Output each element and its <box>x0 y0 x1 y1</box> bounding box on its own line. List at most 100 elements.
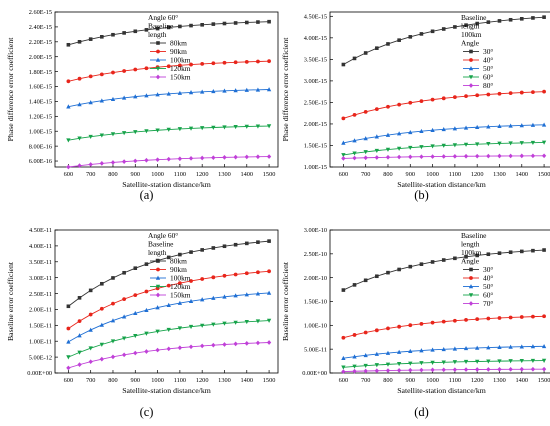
data-point <box>375 274 379 279</box>
chart-panel-d: 600 700 800 900 1000 1100 1200 1300 1400 1500 0.00… <box>281 227 550 419</box>
data-point <box>177 345 183 351</box>
data-point <box>508 141 513 146</box>
data-point <box>166 25 171 30</box>
legend-label: 100km <box>170 56 191 65</box>
data-point <box>396 154 402 160</box>
data-point <box>386 270 390 275</box>
legend-label: 150km <box>170 291 191 300</box>
legend-marker <box>155 292 161 298</box>
data-point <box>188 344 194 350</box>
data-point <box>77 102 82 107</box>
data-point <box>110 132 116 137</box>
data-point <box>519 359 524 364</box>
data-point <box>352 283 357 287</box>
data-point <box>166 91 171 96</box>
x-axis-label: Satellite-station distance/km <box>397 386 486 395</box>
data-point <box>385 132 391 137</box>
data-point <box>408 361 413 366</box>
data-point <box>408 323 413 328</box>
data-point <box>397 38 401 42</box>
data-point <box>385 147 391 152</box>
data-point <box>144 93 149 98</box>
data-point <box>177 156 183 162</box>
data-point <box>155 305 160 310</box>
series-line <box>68 342 270 369</box>
data-point <box>66 42 71 47</box>
data-point <box>233 88 238 93</box>
data-point <box>88 288 93 293</box>
y-tick-label: 2.40E-15 <box>29 24 52 31</box>
data-point <box>352 151 357 156</box>
series-0 <box>66 19 271 47</box>
data-point <box>408 264 413 269</box>
data-point <box>430 29 435 34</box>
x-tick-label: 1500 <box>263 171 276 178</box>
data-point <box>189 250 193 254</box>
data-point <box>508 315 513 320</box>
y-tick-label: 4.00E-11 <box>29 243 52 250</box>
data-point <box>121 314 127 319</box>
data-point <box>99 342 104 347</box>
data-point <box>111 70 115 75</box>
data-point <box>464 23 468 27</box>
y-tick-label: 2.50E-11 <box>29 291 52 298</box>
legend-title: 100km <box>461 30 482 39</box>
data-point <box>541 153 547 159</box>
data-point <box>144 331 149 336</box>
data-point <box>531 90 535 94</box>
series-line <box>343 249 545 291</box>
data-point <box>121 131 127 136</box>
data-point <box>386 104 390 109</box>
data-point <box>267 59 271 64</box>
legend-title: Baseline <box>148 22 174 31</box>
data-point <box>374 155 379 160</box>
data-point <box>222 88 227 93</box>
legend-label: 50° <box>483 64 493 73</box>
data-point <box>475 359 480 364</box>
legend-title: Angle <box>461 257 480 266</box>
data-point <box>531 314 535 319</box>
data-point <box>155 128 160 133</box>
legend: Angle 60°Baselinelength80km90km100km120k… <box>148 13 191 82</box>
data-point <box>430 154 435 159</box>
y-tick-label: 1.80E-15 <box>29 69 52 76</box>
legend-label: 30° <box>483 265 493 274</box>
data-point <box>497 91 502 96</box>
x-tick-label: 800 <box>108 377 117 384</box>
series-1 <box>66 269 271 331</box>
data-point <box>519 249 524 254</box>
data-point <box>497 123 502 129</box>
data-point <box>200 89 205 94</box>
data-point <box>408 35 413 39</box>
data-point <box>111 32 115 37</box>
data-point <box>519 123 524 128</box>
data-point <box>88 327 93 332</box>
x-tick-label: 1500 <box>538 171 550 178</box>
data-point <box>66 304 71 309</box>
x-tick-label: 1500 <box>263 377 276 384</box>
x-tick-label: 600 <box>339 171 348 178</box>
legend-marker <box>469 267 473 272</box>
data-point <box>66 79 71 84</box>
panel-caption: (b) <box>414 188 429 202</box>
data-point <box>155 329 160 334</box>
data-point <box>255 154 261 160</box>
series-0 <box>341 248 546 292</box>
data-point <box>408 348 413 354</box>
series-2 <box>66 87 272 109</box>
data-point <box>99 98 104 103</box>
legend-label: 60° <box>483 291 493 300</box>
x-tick-label: 700 <box>86 171 95 178</box>
series-1 <box>341 89 546 121</box>
data-point <box>430 360 435 365</box>
y-tick-label: 5.00E-11 <box>304 346 327 353</box>
y-tick-label: 4.00E-15 <box>304 35 327 42</box>
data-point <box>430 347 435 352</box>
legend: Angle 60°Baselinelength80km90km100km120k… <box>148 231 191 300</box>
data-point <box>486 252 491 257</box>
data-point <box>396 368 402 373</box>
data-point <box>463 142 469 147</box>
data-point <box>352 333 357 337</box>
data-point <box>144 289 149 294</box>
data-point <box>144 349 149 354</box>
